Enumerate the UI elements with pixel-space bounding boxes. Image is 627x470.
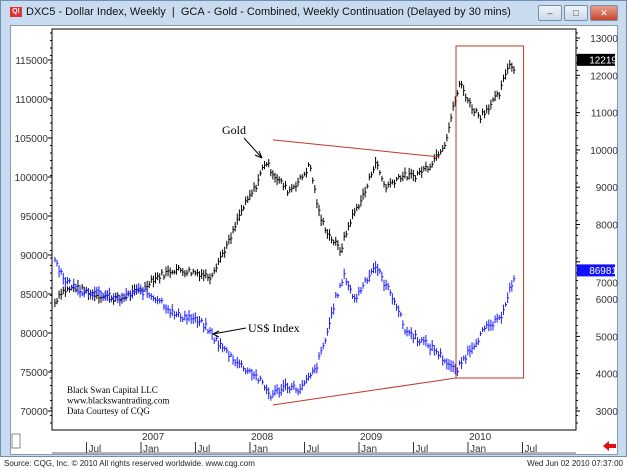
dollar-arrow-icon (212, 327, 247, 338)
left-axis-label: 70000 (20, 407, 48, 418)
year-label: 2009 (360, 432, 383, 443)
date-tick-label: Jan (361, 444, 377, 455)
app-icon: Q! (10, 7, 22, 17)
left-axis-label: 105000 (15, 134, 49, 145)
window-title: DXC5 - Dollar Index, Weekly | GCA - Gold… (26, 6, 511, 18)
date-tick-label: Jul (416, 444, 429, 455)
date-tick-label: Jan (252, 444, 268, 455)
left-axis-label: 95000 (20, 212, 48, 223)
left-axis-label: 110000 (15, 95, 48, 106)
dollar-trendline (272, 377, 457, 406)
left-axis-label: 90000 (20, 251, 48, 262)
gold-annotation: Gold (222, 123, 246, 137)
right-axis-label: 6000 (596, 295, 619, 306)
minimize-button[interactable]: – (538, 5, 562, 21)
gold-trendline (272, 139, 440, 158)
date-tick-label: Jul (89, 444, 102, 455)
right-axis-label: 7000 (596, 278, 619, 289)
gold-last-price-badge (577, 53, 615, 66)
right-axis-label: 8000 (596, 221, 619, 232)
credit-line: Data Courtesy of CQG (67, 406, 150, 416)
left-axis-label: 100000 (15, 173, 49, 184)
date-tick-label: Jul (525, 444, 538, 455)
right-axis-label: 13000 (590, 34, 618, 45)
right-axis-label: 5000 (596, 332, 619, 343)
plot-area (51, 28, 577, 431)
left-axis-label: 75000 (20, 368, 48, 379)
title-bar[interactable]: Q! DXC5 - Dollar Index, Weekly | GCA - G… (1, 1, 626, 23)
date-tick-label: Jan (143, 444, 159, 455)
left-axis-label: 85000 (20, 290, 48, 301)
date-tick-label: Jul (198, 444, 211, 455)
right-axis-label: 3000 (596, 407, 619, 418)
dollar-annotation: US$ Index (248, 321, 300, 335)
highlight-box (455, 45, 525, 379)
right-axis-label: 11000 (591, 109, 619, 120)
right-axis-label: 4000 (596, 370, 619, 381)
gold-arrow-icon (243, 137, 263, 159)
date-tick-label: Jul (307, 444, 320, 455)
year-label: 2008 (251, 432, 274, 443)
right-axis-label: 9000 (596, 183, 619, 194)
date-tick-label: Jan (470, 444, 486, 455)
maximize-button[interactable]: □ (564, 5, 588, 21)
credit-line: Black Swan Capital LLC (67, 385, 158, 395)
left-axis-label: 115000 (15, 56, 48, 67)
scroll-box (11, 433, 21, 449)
right-axis-label: 10000 (590, 146, 618, 157)
left-axis-label: 80000 (20, 329, 48, 340)
dollar-last-price-badge (577, 264, 615, 277)
close-button[interactable]: ✕ (590, 5, 618, 21)
scroll-right-arrow-icon[interactable] (603, 441, 616, 451)
source-footer: Source: CQG, Inc. © 2010 All rights rese… (4, 459, 255, 468)
timestamp-footer: Wed Jun 02 2010 07:37:00 (527, 459, 623, 468)
credit-line: www.blackswantrading.com (67, 396, 169, 406)
last-price-label: 12219 (589, 55, 617, 66)
year-label: 2007 (142, 432, 165, 443)
year-label: 2010 (469, 432, 492, 443)
last-price-label: 86981 (589, 266, 617, 277)
right-axis-label: 12000 (590, 71, 618, 82)
